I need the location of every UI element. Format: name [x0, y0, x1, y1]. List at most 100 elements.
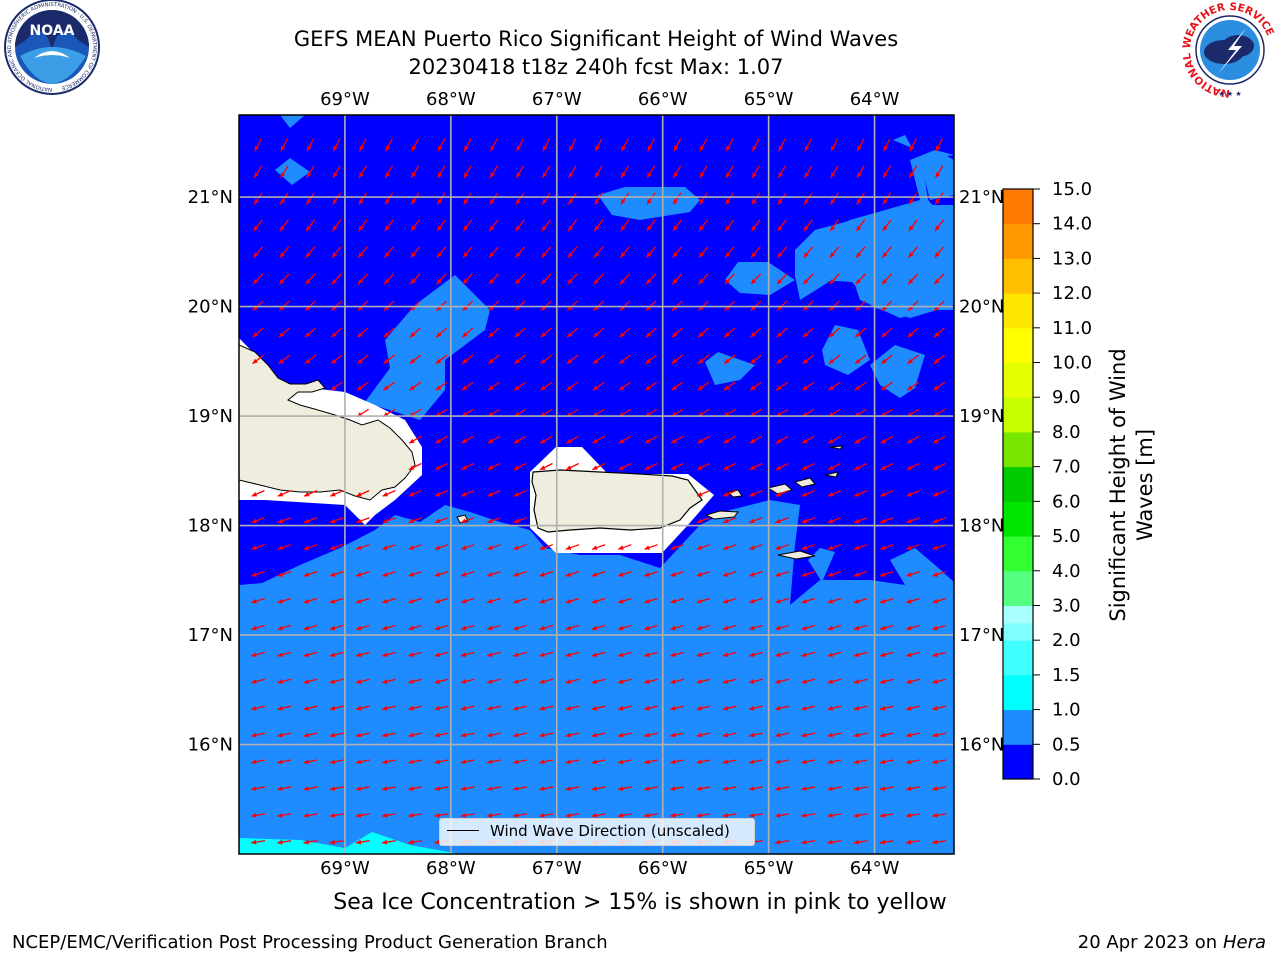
wave-arrow: [565, 435, 579, 444]
lon-tick-label: 64°W: [850, 858, 900, 879]
wave-arrow: [408, 786, 423, 791]
wave-arrow: [696, 624, 711, 631]
wave-arrow: [882, 138, 891, 152]
wave-arrow: [329, 812, 344, 818]
wave-arrow: [696, 490, 711, 497]
wave-arrow: [644, 435, 658, 444]
wave-arrow: [670, 570, 685, 577]
colorbar-bin: [1003, 293, 1033, 329]
wave-arrow: [880, 435, 894, 444]
wave-arrow: [696, 759, 711, 765]
wave-arrow: [384, 219, 394, 232]
wave-arrow: [670, 786, 685, 791]
wave-arrow: [617, 570, 632, 577]
wave-arrow: [882, 219, 892, 232]
wave-arrow: [436, 219, 447, 232]
wave-arrow: [802, 381, 815, 391]
wave-arrow: [356, 490, 370, 497]
wave-arrow: [827, 839, 842, 845]
wave-arrow: [725, 192, 735, 205]
wave-arrow: [382, 732, 396, 738]
wave-arrow: [512, 786, 528, 791]
wave-arrow: [594, 165, 603, 179]
wave-arrow: [619, 246, 630, 258]
wave-arrow: [303, 651, 318, 658]
wave-arrow: [645, 246, 657, 258]
footer-credit: NCEP/EMC/Verification Post Processing Pr…: [12, 932, 608, 953]
wave-arrow: [724, 219, 735, 232]
wave-arrow: [591, 678, 606, 684]
wave-arrow: [723, 327, 736, 338]
wave-arrow: [541, 192, 551, 205]
lon-tick-label: 69°W: [320, 89, 370, 110]
wave-arrow: [355, 544, 370, 550]
wave-arrow: [853, 597, 868, 604]
wave-arrow: [646, 165, 656, 179]
wave-arrow: [856, 165, 865, 179]
wave-arrow: [355, 812, 370, 818]
wave-arrow: [722, 705, 737, 711]
wave-arrow: [306, 165, 315, 179]
wave-arrow: [670, 812, 685, 818]
wave-arrow: [303, 517, 318, 524]
wave-arrow: [697, 354, 710, 365]
wave-arrow: [250, 839, 266, 845]
wave-arrow: [749, 381, 762, 391]
wave-arrow: [409, 327, 421, 338]
wave-arrow: [882, 165, 891, 179]
wave-arrow: [486, 812, 501, 818]
wave-arrow: [775, 732, 789, 738]
wave-arrow: [856, 138, 865, 152]
wave-arrow: [620, 219, 630, 232]
wave-arrow: [879, 597, 894, 604]
wave-arrow: [670, 462, 684, 471]
wave-arrow: [673, 165, 682, 179]
wave-arrow: [879, 786, 894, 791]
wave-arrow: [461, 327, 474, 338]
wave-arrow: [408, 812, 423, 818]
wave-arrow: [827, 678, 842, 684]
wave-arrow: [670, 759, 685, 765]
wave-arrow: [696, 597, 711, 604]
wave-arrow: [698, 273, 709, 285]
wave-patch: [275, 158, 310, 185]
wave-arrow: [696, 435, 710, 444]
wave-arrow: [540, 273, 552, 285]
wave-arrow: [277, 570, 292, 577]
wave-arrow: [303, 812, 318, 818]
wave-arrow: [748, 732, 763, 738]
wave-arrow: [409, 273, 421, 285]
wave-arrow: [591, 651, 606, 658]
wave-arrow: [329, 570, 344, 577]
wave-arrow: [932, 462, 946, 471]
wave-arrow: [278, 354, 291, 365]
wave-arrow: [671, 381, 684, 391]
wave-arrow: [618, 462, 632, 471]
wave-arrow: [853, 839, 868, 845]
wave-arrow: [776, 273, 788, 285]
wave-arrow: [644, 705, 658, 711]
wave-arrow: [410, 219, 420, 232]
wave-arrow: [487, 435, 501, 444]
wave-arrow: [488, 273, 500, 285]
wave-arrow: [801, 759, 816, 765]
wave-arrow: [434, 597, 449, 604]
lon-tick-label: 68°W: [426, 89, 476, 110]
wave-arrow: [670, 544, 685, 550]
wave-arrow: [932, 759, 947, 765]
colorbar-bin: [1003, 622, 1033, 641]
wave-arrow: [591, 812, 606, 818]
wave-arrow: [434, 732, 449, 738]
wave-arrow: [487, 490, 501, 497]
wave-arrow: [908, 165, 918, 179]
colorbar-tick-label: 6.0: [1052, 491, 1081, 512]
wave-arrow: [278, 273, 290, 285]
wave-arrow: [513, 435, 527, 444]
wave-arrow: [617, 678, 632, 684]
wave-arrow: [748, 678, 763, 684]
wave-arrow: [775, 624, 789, 631]
wave-arrow: [330, 381, 343, 391]
wave-arrow: [617, 732, 632, 738]
wave-arrow: [436, 192, 446, 205]
wave-arrow: [907, 327, 919, 338]
